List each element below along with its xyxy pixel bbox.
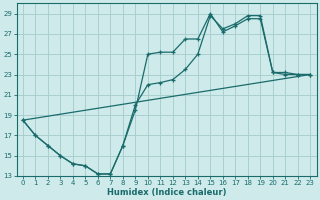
X-axis label: Humidex (Indice chaleur): Humidex (Indice chaleur) (107, 188, 226, 197)
